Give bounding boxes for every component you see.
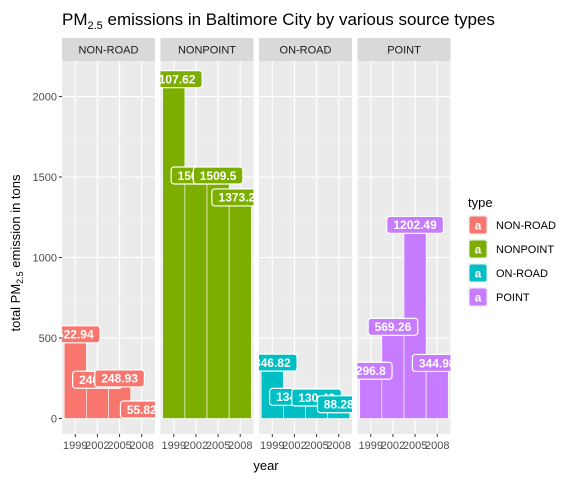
y-tick-label: 1500 xyxy=(33,172,57,184)
facet-nonpoint: NONPOINT2107.621509.51509.51373.21199920… xyxy=(152,38,263,452)
legend-key-glyph: a xyxy=(475,243,482,257)
data-label: 88.28 xyxy=(324,398,354,412)
legend-key xyxy=(469,264,487,282)
data-label-box xyxy=(211,188,254,207)
data-label-box xyxy=(386,215,445,234)
data-label: 1202.49 xyxy=(393,218,437,232)
data-label: 1509.5 xyxy=(200,169,237,183)
y-tick-label: 1000 xyxy=(33,253,57,265)
x-tick-label: 2002 xyxy=(85,440,109,452)
data-label: 55.82 xyxy=(127,403,157,417)
legend-label: POINT xyxy=(496,292,530,304)
data-label: 522.94 xyxy=(57,328,94,342)
x-tick-label: 2005 xyxy=(107,440,131,452)
facet-strip xyxy=(160,38,254,61)
facet-strip xyxy=(357,38,451,61)
legend-key xyxy=(469,240,487,258)
x-tick-label: 2002 xyxy=(282,440,306,452)
facet-on-road: ON-ROAD346.82134.31130.4388.281999200220… xyxy=(254,38,354,452)
legend-key-glyph: a xyxy=(475,219,482,233)
legend-key xyxy=(469,288,487,306)
data-label-box xyxy=(316,395,352,414)
facet-strip xyxy=(62,38,155,61)
data-label-box xyxy=(411,353,451,373)
data-label: 296.8 xyxy=(356,364,386,378)
facet-strip-label: POINT xyxy=(387,45,421,57)
legend-key-glyph: a xyxy=(475,267,482,281)
data-label-box xyxy=(357,361,393,380)
data-label-box xyxy=(94,369,145,388)
data-label-box xyxy=(367,317,419,336)
data-label: 569.26 xyxy=(375,320,412,334)
y-axis: 0 500 1000 1500 2000 xyxy=(33,92,62,426)
bar xyxy=(162,78,186,419)
bar xyxy=(228,197,252,419)
x-tick-label: 1999 xyxy=(260,440,284,452)
x-tick-label: 2008 xyxy=(425,440,449,452)
facet-non-road: NON-ROAD522.94240.85248.9355.82199920022… xyxy=(57,38,157,452)
legend-item-point: a POINT xyxy=(468,287,530,307)
x-tick-label: 2005 xyxy=(304,440,328,452)
x-tick-label: 2002 xyxy=(381,440,405,452)
data-labels: 296.8 569.26 1202.49 344.98 xyxy=(356,215,456,380)
data-label-box xyxy=(259,353,298,372)
facet-point: POINT296.8569.261202.49344.9819992002200… xyxy=(356,38,456,452)
data-label-box xyxy=(62,325,101,344)
legend-item-on-road: a ON-ROAD xyxy=(468,263,548,283)
x-tick-label: 1999 xyxy=(162,440,186,452)
data-label: 2107.62 xyxy=(152,72,196,86)
data-label: 1373.21 xyxy=(219,191,263,205)
data-label-box xyxy=(160,70,203,89)
facet-strip-label: NONPOINT xyxy=(178,45,236,57)
y-tick-label: 2000 xyxy=(33,92,57,104)
legend-title: type xyxy=(468,195,493,210)
legend: type a NON-ROAD a NONPOINT a ON-ROAD a POINT xyxy=(468,195,556,307)
x-tick-label: 1999 xyxy=(63,440,87,452)
bar xyxy=(184,175,208,419)
data-label-box xyxy=(119,400,155,419)
y-tick-label: 0 xyxy=(51,414,57,426)
legend-label: NONPOINT xyxy=(496,244,554,256)
x-tick-label: 2008 xyxy=(129,440,153,452)
x-tick-label: 2008 xyxy=(326,440,350,452)
data-label: 344.98 xyxy=(419,356,456,370)
facet-strip xyxy=(259,38,352,61)
x-tick-label: 2002 xyxy=(184,440,208,452)
legend-item-non-road: a NON-ROAD xyxy=(468,215,556,235)
chart-title: PM2.5 emissions in Baltimore City by var… xyxy=(62,10,495,32)
x-tick-label: 1999 xyxy=(359,440,383,452)
legend-item-nonpoint: a NONPOINT xyxy=(468,239,554,259)
bar xyxy=(206,175,230,419)
x-axis-title: year xyxy=(253,458,279,473)
legend-key xyxy=(469,216,487,234)
data-label: 248.93 xyxy=(101,372,138,386)
facet-strip-label: ON-ROAD xyxy=(280,45,332,57)
facet-panels: NON-ROAD522.94240.85248.9355.82199920022… xyxy=(57,38,456,452)
y-axis-title: total PM2.5 emission in tons xyxy=(8,174,25,332)
y-tick-label: 500 xyxy=(39,333,57,345)
legend-label: NON-ROAD xyxy=(496,220,556,232)
x-tick-label: 2005 xyxy=(403,440,427,452)
x-tick-label: 2008 xyxy=(228,440,252,452)
x-tick-label: 2005 xyxy=(206,440,230,452)
legend-label: ON-ROAD xyxy=(496,268,548,280)
facet-strip-label: NON-ROAD xyxy=(79,45,139,57)
legend-key-glyph: a xyxy=(475,291,482,305)
data-label: 346.82 xyxy=(254,356,291,370)
data-label-box xyxy=(192,166,244,185)
